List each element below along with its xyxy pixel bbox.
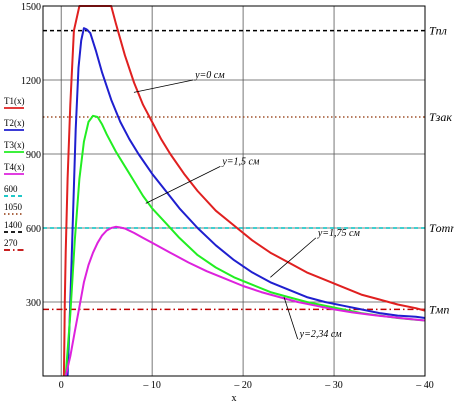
y-tick-label-0: 300	[26, 298, 41, 309]
annotation-leader-3	[283, 296, 299, 340]
x-axis-label: x	[232, 393, 237, 404]
right-label-1: Tзак	[429, 110, 452, 124]
right-label-2: Tотп	[429, 221, 454, 235]
x-tick-label-3: – 30	[324, 380, 343, 391]
series-line-1	[66, 27, 426, 377]
legend-label-0: T1(x)	[4, 96, 25, 106]
legend-label-7: 270	[4, 238, 18, 248]
series-line-3	[64, 225, 426, 377]
annotation-label-1: y=1,5 см	[221, 156, 260, 167]
right-labels: Tпл Tзак Tотп Tмп	[429, 24, 454, 317]
plot-border	[42, 5, 426, 377]
right-label-3: Tмп	[429, 302, 449, 316]
legend-label-3: T4(x)	[4, 162, 25, 172]
series-line-0	[62, 5, 426, 377]
annotation-label-0: y=0 см	[194, 70, 225, 81]
y-tick-label-1: 600	[26, 224, 41, 235]
y-tick-label-3: 1200	[21, 76, 41, 87]
legend: T1(x) T2(x) T3(x) T4(x) 600 1050 1400 270	[4, 96, 25, 251]
x-tick-label-2: – 20	[233, 380, 252, 391]
annotation-leader-1	[145, 165, 221, 204]
legend-label-5: 1050	[4, 202, 23, 212]
annotation-leader-0	[133, 79, 194, 93]
annotations: y=0 см y=1,5 см y=1,75 см y=2,34 см	[133, 70, 361, 340]
grid	[43, 5, 426, 376]
reference-lines	[43, 29, 425, 311]
legend-label-1: T2(x)	[4, 118, 25, 128]
legend-label-6: 1400	[4, 220, 23, 230]
right-label-0: Tпл	[429, 24, 447, 38]
plot-frame	[42, 5, 426, 377]
annotation-label-2: y=1,75 см	[317, 228, 361, 239]
annotation-label-3: y=2,34 см	[299, 329, 343, 340]
annotation-leader-2	[270, 237, 317, 278]
series-line-2	[64, 114, 426, 377]
x-tick-label-4: – 40	[415, 380, 434, 391]
series-lines	[62, 5, 426, 377]
legend-label-2: T3(x)	[4, 140, 25, 150]
x-tick-label-0: 0	[59, 380, 64, 391]
y-tick-label-4: 1500	[21, 2, 41, 13]
x-tick-label-1: – 10	[142, 380, 161, 391]
y-tick-label-2: 900	[26, 150, 41, 161]
legend-label-4: 600	[4, 184, 18, 194]
tick-labels: 300 600 900 1200 1500 0 – 10 – 20 – 30 – 40	[21, 2, 434, 391]
